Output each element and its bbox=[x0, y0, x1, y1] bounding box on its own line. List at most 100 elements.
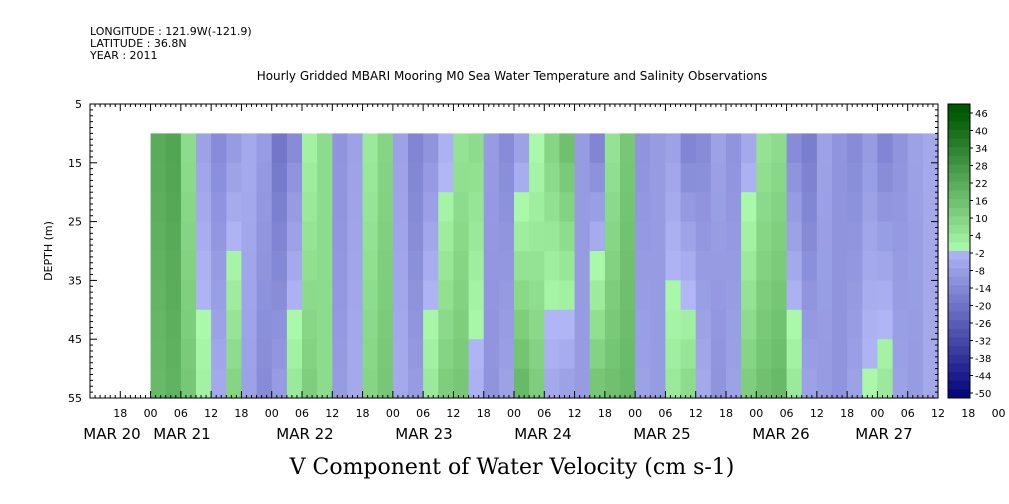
heatmap-cell bbox=[832, 339, 848, 370]
heatmap-cell bbox=[907, 221, 924, 252]
heatmap-cell bbox=[332, 192, 348, 223]
heatmap-cell bbox=[559, 280, 576, 311]
colorbar-swatch bbox=[948, 147, 970, 157]
heatmap-cell bbox=[801, 192, 818, 223]
heatmap-cell bbox=[620, 192, 636, 223]
heatmap-cell bbox=[241, 339, 258, 370]
chart-title: Hourly Gridded MBARI Mooring M0 Sea Wate… bbox=[257, 69, 768, 83]
heatmap-cell bbox=[498, 162, 515, 193]
colorbar-swatch bbox=[948, 354, 970, 364]
heatmap-cell bbox=[362, 162, 379, 193]
heatmap-cell bbox=[392, 162, 409, 193]
heatmap-cell bbox=[741, 251, 757, 281]
x-hour-label: 18 bbox=[719, 407, 733, 420]
heatmap-cell bbox=[453, 280, 470, 311]
heatmap-cell bbox=[332, 162, 348, 193]
heatmap-cell bbox=[529, 221, 545, 252]
heatmap-cell bbox=[907, 251, 924, 281]
x-hour-label: 12 bbox=[931, 407, 945, 420]
heatmap-cell bbox=[271, 280, 288, 311]
heatmap-cell bbox=[741, 192, 757, 223]
heatmap-cell bbox=[726, 368, 742, 399]
heatmap-cell bbox=[438, 309, 454, 340]
heatmap-cell bbox=[741, 309, 757, 340]
heatmap-cell bbox=[408, 280, 424, 311]
heatmap-cell bbox=[196, 162, 212, 193]
heatmap-cell bbox=[862, 192, 878, 223]
heatmap-cell bbox=[196, 221, 212, 252]
heatmap-cell bbox=[286, 280, 303, 311]
colorbar-swatch bbox=[948, 225, 970, 235]
y-tick-label: 15 bbox=[68, 157, 82, 170]
heatmap-cell bbox=[332, 133, 348, 164]
heatmap-cell bbox=[771, 339, 788, 370]
heatmap-cell bbox=[332, 368, 348, 399]
heatmap-cell bbox=[347, 192, 364, 223]
x-hour-label: 18 bbox=[477, 407, 491, 420]
heatmap-cell bbox=[226, 251, 242, 281]
colorbar-swatch bbox=[948, 380, 970, 390]
heatmap-cell bbox=[726, 339, 742, 370]
heatmap-cell bbox=[180, 133, 197, 164]
heatmap-cell bbox=[635, 133, 651, 164]
heatmap-cell bbox=[423, 162, 439, 193]
heatmap-cell bbox=[726, 133, 742, 164]
heatmap-cell bbox=[832, 221, 848, 252]
heatmap-cell bbox=[726, 251, 742, 281]
colorbar: 46 40 34 28 22 16 10 4 -2 -8 -14 -20 -26 -32 -38 -44 -50 bbox=[947, 103, 991, 400]
heatmap-cell bbox=[710, 221, 727, 252]
heatmap-cell bbox=[302, 280, 318, 311]
colorbar-swatch bbox=[948, 155, 970, 165]
heatmap-cell bbox=[180, 280, 197, 311]
heatmap-cell bbox=[423, 251, 439, 281]
heatmap-cell bbox=[665, 280, 682, 311]
heatmap-cell bbox=[392, 251, 409, 281]
colorbar-label: -32 bbox=[975, 337, 991, 348]
heatmap-cell bbox=[408, 133, 424, 164]
heatmap-cell bbox=[801, 162, 818, 193]
heatmap-cell bbox=[771, 368, 788, 399]
heatmap-cell bbox=[726, 309, 742, 340]
heatmap-cell bbox=[226, 192, 242, 223]
heatmap-cell bbox=[741, 221, 757, 252]
heatmap-cell bbox=[832, 162, 848, 193]
heatmap-cell bbox=[271, 251, 288, 281]
heatmap-cell bbox=[423, 309, 439, 340]
heatmap-cell bbox=[620, 368, 636, 399]
y-tick-label: 5 bbox=[75, 98, 82, 111]
heatmap-cell bbox=[498, 221, 515, 252]
heatmap-cell bbox=[468, 133, 485, 164]
heatmap-cell bbox=[408, 309, 424, 340]
heatmap-cell bbox=[438, 339, 454, 370]
heatmap-cell bbox=[514, 368, 530, 399]
heatmap-cell bbox=[302, 162, 318, 193]
heatmap-cell bbox=[438, 368, 454, 399]
heatmap-cell bbox=[377, 162, 394, 193]
heatmap-cell bbox=[438, 221, 454, 252]
heatmap-cell bbox=[847, 192, 863, 223]
heatmap-cell bbox=[710, 251, 727, 281]
colorbar-swatch bbox=[948, 242, 970, 252]
colorbar-frame bbox=[947, 103, 971, 399]
heatmap-cell bbox=[347, 162, 364, 193]
heatmap-cell bbox=[362, 368, 379, 399]
colorbar-swatch bbox=[948, 389, 970, 399]
x-hour-label: 06 bbox=[901, 407, 915, 420]
heatmap-cell bbox=[680, 221, 697, 252]
heatmap-cell bbox=[529, 280, 545, 311]
heatmap-cell bbox=[695, 368, 712, 399]
heatmap-cell bbox=[377, 251, 394, 281]
heatmap-cell bbox=[847, 339, 863, 370]
x-hour-label: 06 bbox=[537, 407, 551, 420]
heatmap-cell bbox=[665, 133, 682, 164]
year-label: YEAR : 2011 bbox=[89, 49, 158, 62]
heatmap-cell bbox=[423, 339, 439, 370]
heatmap-cell bbox=[514, 192, 530, 223]
heatmap-cell bbox=[498, 192, 515, 223]
heatmap-cell bbox=[211, 221, 227, 252]
heatmap-cell bbox=[559, 251, 576, 281]
heatmap-cell bbox=[650, 251, 666, 281]
heatmap-cell bbox=[150, 192, 167, 223]
colorbar-swatch bbox=[948, 104, 970, 114]
